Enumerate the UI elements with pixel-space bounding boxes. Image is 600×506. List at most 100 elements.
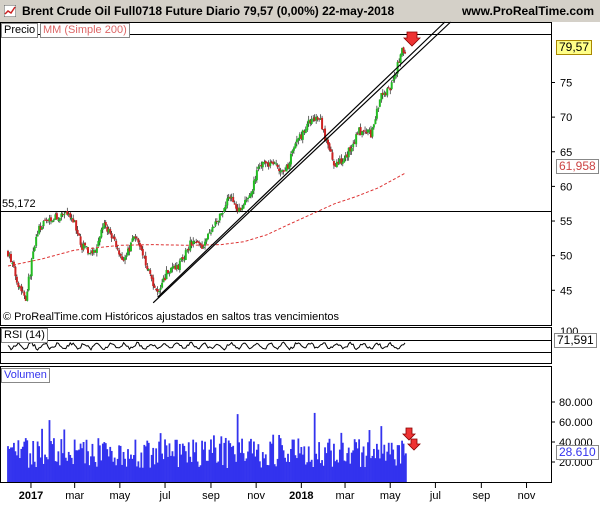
volume-bar <box>13 442 15 482</box>
candle-body <box>35 236 38 246</box>
rsi-panel-frame <box>0 327 552 364</box>
volume-bar <box>177 467 180 482</box>
candle-body <box>112 237 115 239</box>
price-tick-label: 60 <box>560 181 572 193</box>
volume-bar <box>119 445 122 482</box>
candle-body <box>140 245 143 250</box>
volume-bar <box>247 451 249 482</box>
candle-body <box>72 218 75 223</box>
candle-body <box>172 265 175 268</box>
candle-body <box>393 74 396 80</box>
candle-body <box>146 265 149 270</box>
candle-body <box>196 240 199 243</box>
candle-body <box>306 123 309 131</box>
volume-bar <box>343 460 346 482</box>
x-tick-label: nov <box>518 490 536 502</box>
volume-bar <box>210 439 212 482</box>
volume-bar <box>264 454 267 482</box>
volume-bar <box>282 450 285 482</box>
volume-bar <box>353 439 356 482</box>
support-level-label: 55,172 <box>2 198 36 210</box>
volume-bars <box>7 412 407 482</box>
volume-bar <box>266 464 269 482</box>
candle-body <box>260 165 263 167</box>
volume-bar <box>36 441 39 482</box>
volume-bar <box>349 463 352 482</box>
volume-bar <box>198 466 201 482</box>
volume-bar <box>233 454 236 482</box>
volume-bar <box>94 461 97 482</box>
candle-body <box>12 261 15 267</box>
volume-bar <box>171 451 174 482</box>
candle-body <box>367 129 369 133</box>
price-panel-tag[interactable]: Precio <box>1 23 39 38</box>
volume-bar <box>8 448 11 482</box>
candle-body <box>42 220 45 227</box>
volume-bar <box>380 426 383 482</box>
candle-body <box>242 204 245 209</box>
candle-body <box>57 219 60 221</box>
trendline-upper[interactable] <box>157 21 446 298</box>
trendline-lower[interactable] <box>152 21 452 304</box>
volume-bar <box>195 442 198 482</box>
volume-bar <box>238 442 241 482</box>
volume-bar <box>365 455 368 482</box>
rsi-line <box>7 341 406 351</box>
candle-body <box>67 213 70 215</box>
volume-bar <box>116 458 119 482</box>
brand-link[interactable]: www.ProRealTime.com <box>461 4 594 18</box>
volume-bar <box>250 438 252 482</box>
candle-body <box>8 254 11 256</box>
candle-body <box>106 226 109 232</box>
volume-alert-arrow-icon[interactable] <box>402 427 416 441</box>
candle-body <box>54 214 57 220</box>
volume-bar <box>295 458 298 482</box>
volume-bar <box>276 458 279 482</box>
candle-body <box>168 273 171 275</box>
candle-body <box>39 226 42 230</box>
candle-body <box>249 193 252 197</box>
volume-bar <box>284 457 286 482</box>
candle-body <box>327 139 329 145</box>
price-candles <box>7 46 407 302</box>
volume-bar <box>390 442 393 482</box>
volume-bar <box>184 451 187 482</box>
candle-body <box>155 288 158 290</box>
volume-bar <box>118 445 121 482</box>
volume-alert-arrow-icon-2[interactable] <box>407 438 421 451</box>
volume-panel-tag[interactable]: Volumen <box>1 368 50 383</box>
ma-value-badge: 61,958 <box>556 159 599 174</box>
candle-body <box>198 242 201 244</box>
volume-bar <box>81 448 83 482</box>
volume-bar <box>318 442 321 482</box>
candle-body <box>281 170 284 172</box>
volume-bar <box>55 461 58 482</box>
candle-body <box>331 152 334 160</box>
rsi-panel-tag[interactable]: RSI (14) <box>1 328 48 343</box>
volume-bar <box>378 458 381 482</box>
ma-indicator-tag[interactable]: MM (Simple 200) <box>40 23 130 38</box>
candle-body <box>232 197 235 203</box>
volume-bar <box>261 452 264 482</box>
volume-bar <box>267 465 270 482</box>
volume-bar <box>84 463 86 482</box>
candle-body <box>329 149 332 152</box>
candle-body <box>201 245 204 249</box>
candle-body <box>359 127 362 135</box>
volume-bar <box>242 453 245 482</box>
candle-body <box>318 118 321 120</box>
candle-body <box>337 162 340 164</box>
candle-body <box>158 291 161 293</box>
candle-body <box>137 238 140 243</box>
candle-body <box>223 207 226 212</box>
volume-bar <box>64 457 67 482</box>
x-tick-label: mar <box>65 490 84 502</box>
candle-body <box>26 291 29 301</box>
x-tick-label: jul <box>159 490 171 502</box>
candle-body <box>186 249 189 251</box>
candle-body <box>100 229 103 238</box>
volume-bar <box>202 449 205 482</box>
price-alert-arrow-icon[interactable] <box>403 31 421 47</box>
